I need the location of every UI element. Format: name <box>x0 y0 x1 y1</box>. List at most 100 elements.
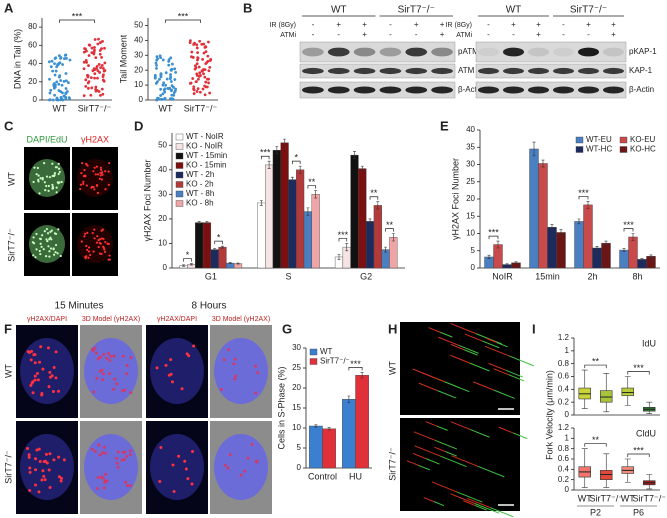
focus <box>172 490 176 494</box>
blot-band <box>603 67 624 75</box>
significance-bracket <box>260 155 270 160</box>
whisker <box>581 398 588 409</box>
dot-decoration <box>99 93 102 97</box>
focus <box>124 455 128 459</box>
dot-decoration <box>198 71 202 75</box>
focus <box>107 170 110 173</box>
bar <box>583 204 593 269</box>
focus <box>228 453 232 457</box>
blot-band <box>379 86 402 94</box>
dot-decoration <box>57 89 61 92</box>
dot-decoration <box>174 71 178 74</box>
nucleus <box>84 338 138 404</box>
dot-decoration <box>54 69 58 73</box>
dot-decoration <box>167 60 171 63</box>
dot-decoration <box>48 91 52 95</box>
group-label: P6 <box>633 507 644 517</box>
focus <box>96 235 99 238</box>
fiber-red <box>434 446 446 453</box>
dot-decoration <box>85 49 88 53</box>
dot-decoration <box>159 94 162 97</box>
error-bar <box>228 262 232 264</box>
whisker <box>646 411 653 415</box>
dot-decoration <box>64 92 68 95</box>
error-bar <box>337 254 341 260</box>
focus <box>43 181 46 184</box>
focus <box>54 376 58 380</box>
legend-swatch <box>575 136 584 144</box>
panel-letter: D <box>134 118 143 133</box>
focus <box>38 192 41 195</box>
focus <box>164 363 168 367</box>
focus <box>234 374 238 378</box>
x-tick-label: SirT7⁻/⁻ <box>589 493 623 503</box>
significance-label: *** <box>633 363 644 373</box>
error-bar <box>327 427 331 431</box>
focus <box>38 460 42 464</box>
focus <box>98 238 101 241</box>
dot-decoration <box>208 91 212 95</box>
nucleus <box>150 434 204 500</box>
blot-band <box>503 86 524 94</box>
y-tick-label: 40 <box>28 59 37 68</box>
significance-label: ** <box>370 188 378 198</box>
fiber-green <box>508 374 525 382</box>
blot-band <box>528 47 549 57</box>
fiber-red <box>467 497 491 509</box>
focus <box>82 180 85 183</box>
fiber-green <box>456 491 483 503</box>
y-tick-label: 0 <box>33 95 38 104</box>
focus <box>52 248 55 251</box>
dot-decoration <box>203 84 207 88</box>
dot-decoration <box>90 86 94 90</box>
bar <box>529 148 539 269</box>
focus <box>100 168 103 171</box>
error-bar <box>391 233 395 242</box>
error-bar <box>550 224 554 231</box>
focus <box>255 459 259 463</box>
y-tick-label: 5 <box>297 443 302 452</box>
focus <box>254 391 258 395</box>
focus <box>183 459 187 463</box>
focus <box>37 178 40 181</box>
box <box>600 390 613 403</box>
focus <box>39 242 42 245</box>
focus <box>86 248 89 252</box>
bar <box>355 375 369 469</box>
focus <box>109 354 113 358</box>
focus <box>186 477 190 481</box>
focus <box>102 486 106 490</box>
blot-band <box>528 67 549 75</box>
dot-decoration <box>196 56 200 60</box>
whisker <box>603 453 610 471</box>
focus <box>33 378 37 382</box>
dot-decoration <box>82 60 86 64</box>
dot-decoration <box>163 96 167 100</box>
dot-decoration <box>195 46 199 50</box>
error-bar <box>487 254 491 259</box>
group-label: SirT7⁻/⁻ <box>398 5 435 16</box>
group-label: P2 <box>590 507 601 517</box>
focus <box>108 258 111 261</box>
bar <box>342 399 356 469</box>
focus <box>48 176 52 179</box>
dot-decoration <box>100 87 104 91</box>
dot-decoration <box>86 81 90 85</box>
dot-decoration <box>169 80 173 83</box>
error-bar <box>631 233 635 241</box>
dot-decoration <box>201 57 204 61</box>
error-bar <box>347 395 351 403</box>
dot-decoration <box>195 90 199 93</box>
bar <box>389 237 398 269</box>
focus <box>47 184 50 188</box>
focus <box>47 385 51 389</box>
dot-decoration <box>60 83 64 87</box>
bar <box>265 164 274 269</box>
group-label: WT <box>331 5 347 16</box>
dot-decoration <box>202 51 206 55</box>
dot-decoration <box>59 79 63 82</box>
focus <box>54 243 58 247</box>
bar <box>303 211 312 269</box>
focus <box>96 191 100 195</box>
legend-swatch <box>175 171 184 179</box>
